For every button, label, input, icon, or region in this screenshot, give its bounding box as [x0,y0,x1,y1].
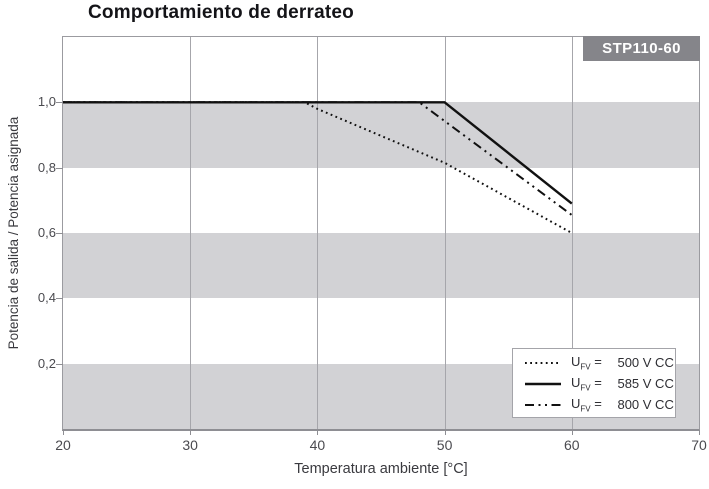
x-tick-label-30: 30 [182,437,198,453]
y-tick-label-0,4: 0,4 [37,290,56,306]
y-tick-mark-0,4 [56,298,63,300]
y-tick-mark-1,0 [56,102,63,104]
x-axis-title: Temperatura ambiente [°C] [294,461,468,477]
x-tick-mark-50 [444,430,446,435]
legend-box: UFV = 500 V CC UFV = 585 V CC UFV = 800 … [512,348,676,418]
legend-symbol: UFV = [571,395,602,414]
series-800v-dashdot-line [63,101,573,216]
y-tick-mark-0,2 [56,363,63,365]
x-tick-mark-40 [317,430,319,435]
gridline-x-60 [571,37,573,429]
gridline-x-30 [190,37,192,429]
gridline-x-50 [444,37,446,429]
gridline-x-40 [317,37,319,429]
dotted-line-icon [525,361,561,364]
y-tick-label-0,8: 0,8 [37,159,56,175]
x-tick-label-70: 70 [691,437,707,453]
x-tick-mark-30 [190,430,192,435]
series-585v-solid-line [63,101,573,205]
shaded-band [63,233,699,299]
y-tick-label-0,6: 0,6 [37,225,56,240]
x-tick-mark-20 [63,430,64,435]
x-tick-label-40: 40 [309,437,326,453]
legend-value: 585 V CC [617,376,674,391]
y-axis-title: Potencia de salida / Potencia asignada [6,116,21,350]
legend-item-800v: UFV = 800 V CC [513,394,675,415]
legend-item-585v: UFV = 585 V CC [513,373,675,394]
legend-value: 500 V CC [617,355,674,370]
x-tick-label-50: 50 [436,437,453,453]
y-tick-mark-0,8 [56,167,63,169]
x-tick-label-60: 60 [564,437,580,453]
chart-title: Comportamiento de derrateo [88,2,354,23]
legend-value: 800 V CC [617,397,674,412]
series-500v-dotted-line [63,101,573,234]
legend-symbol: UFV = [571,374,602,393]
y-tick-label-1,0: 1,0 [37,94,56,110]
y-tick-label-0,2: 0,2 [37,355,56,371]
plot-background [63,37,699,429]
legend-item-500v: UFV = 500 V CC [513,352,675,373]
dash-dot-dot-line-icon [525,403,561,406]
x-tick-mark-60 [571,430,573,435]
plot-area: STP110-60 [62,36,700,431]
solid-line-icon [525,382,561,385]
x-tick-label-20: 20 [55,437,71,453]
model-badge: STP110-60 [583,36,700,61]
x-tick-mark-70 [699,430,700,435]
shaded-band [63,102,699,168]
legend-symbol: UFV = [571,353,602,372]
y-tick-mark-0,6 [56,233,63,234]
series-plot [63,101,573,234]
